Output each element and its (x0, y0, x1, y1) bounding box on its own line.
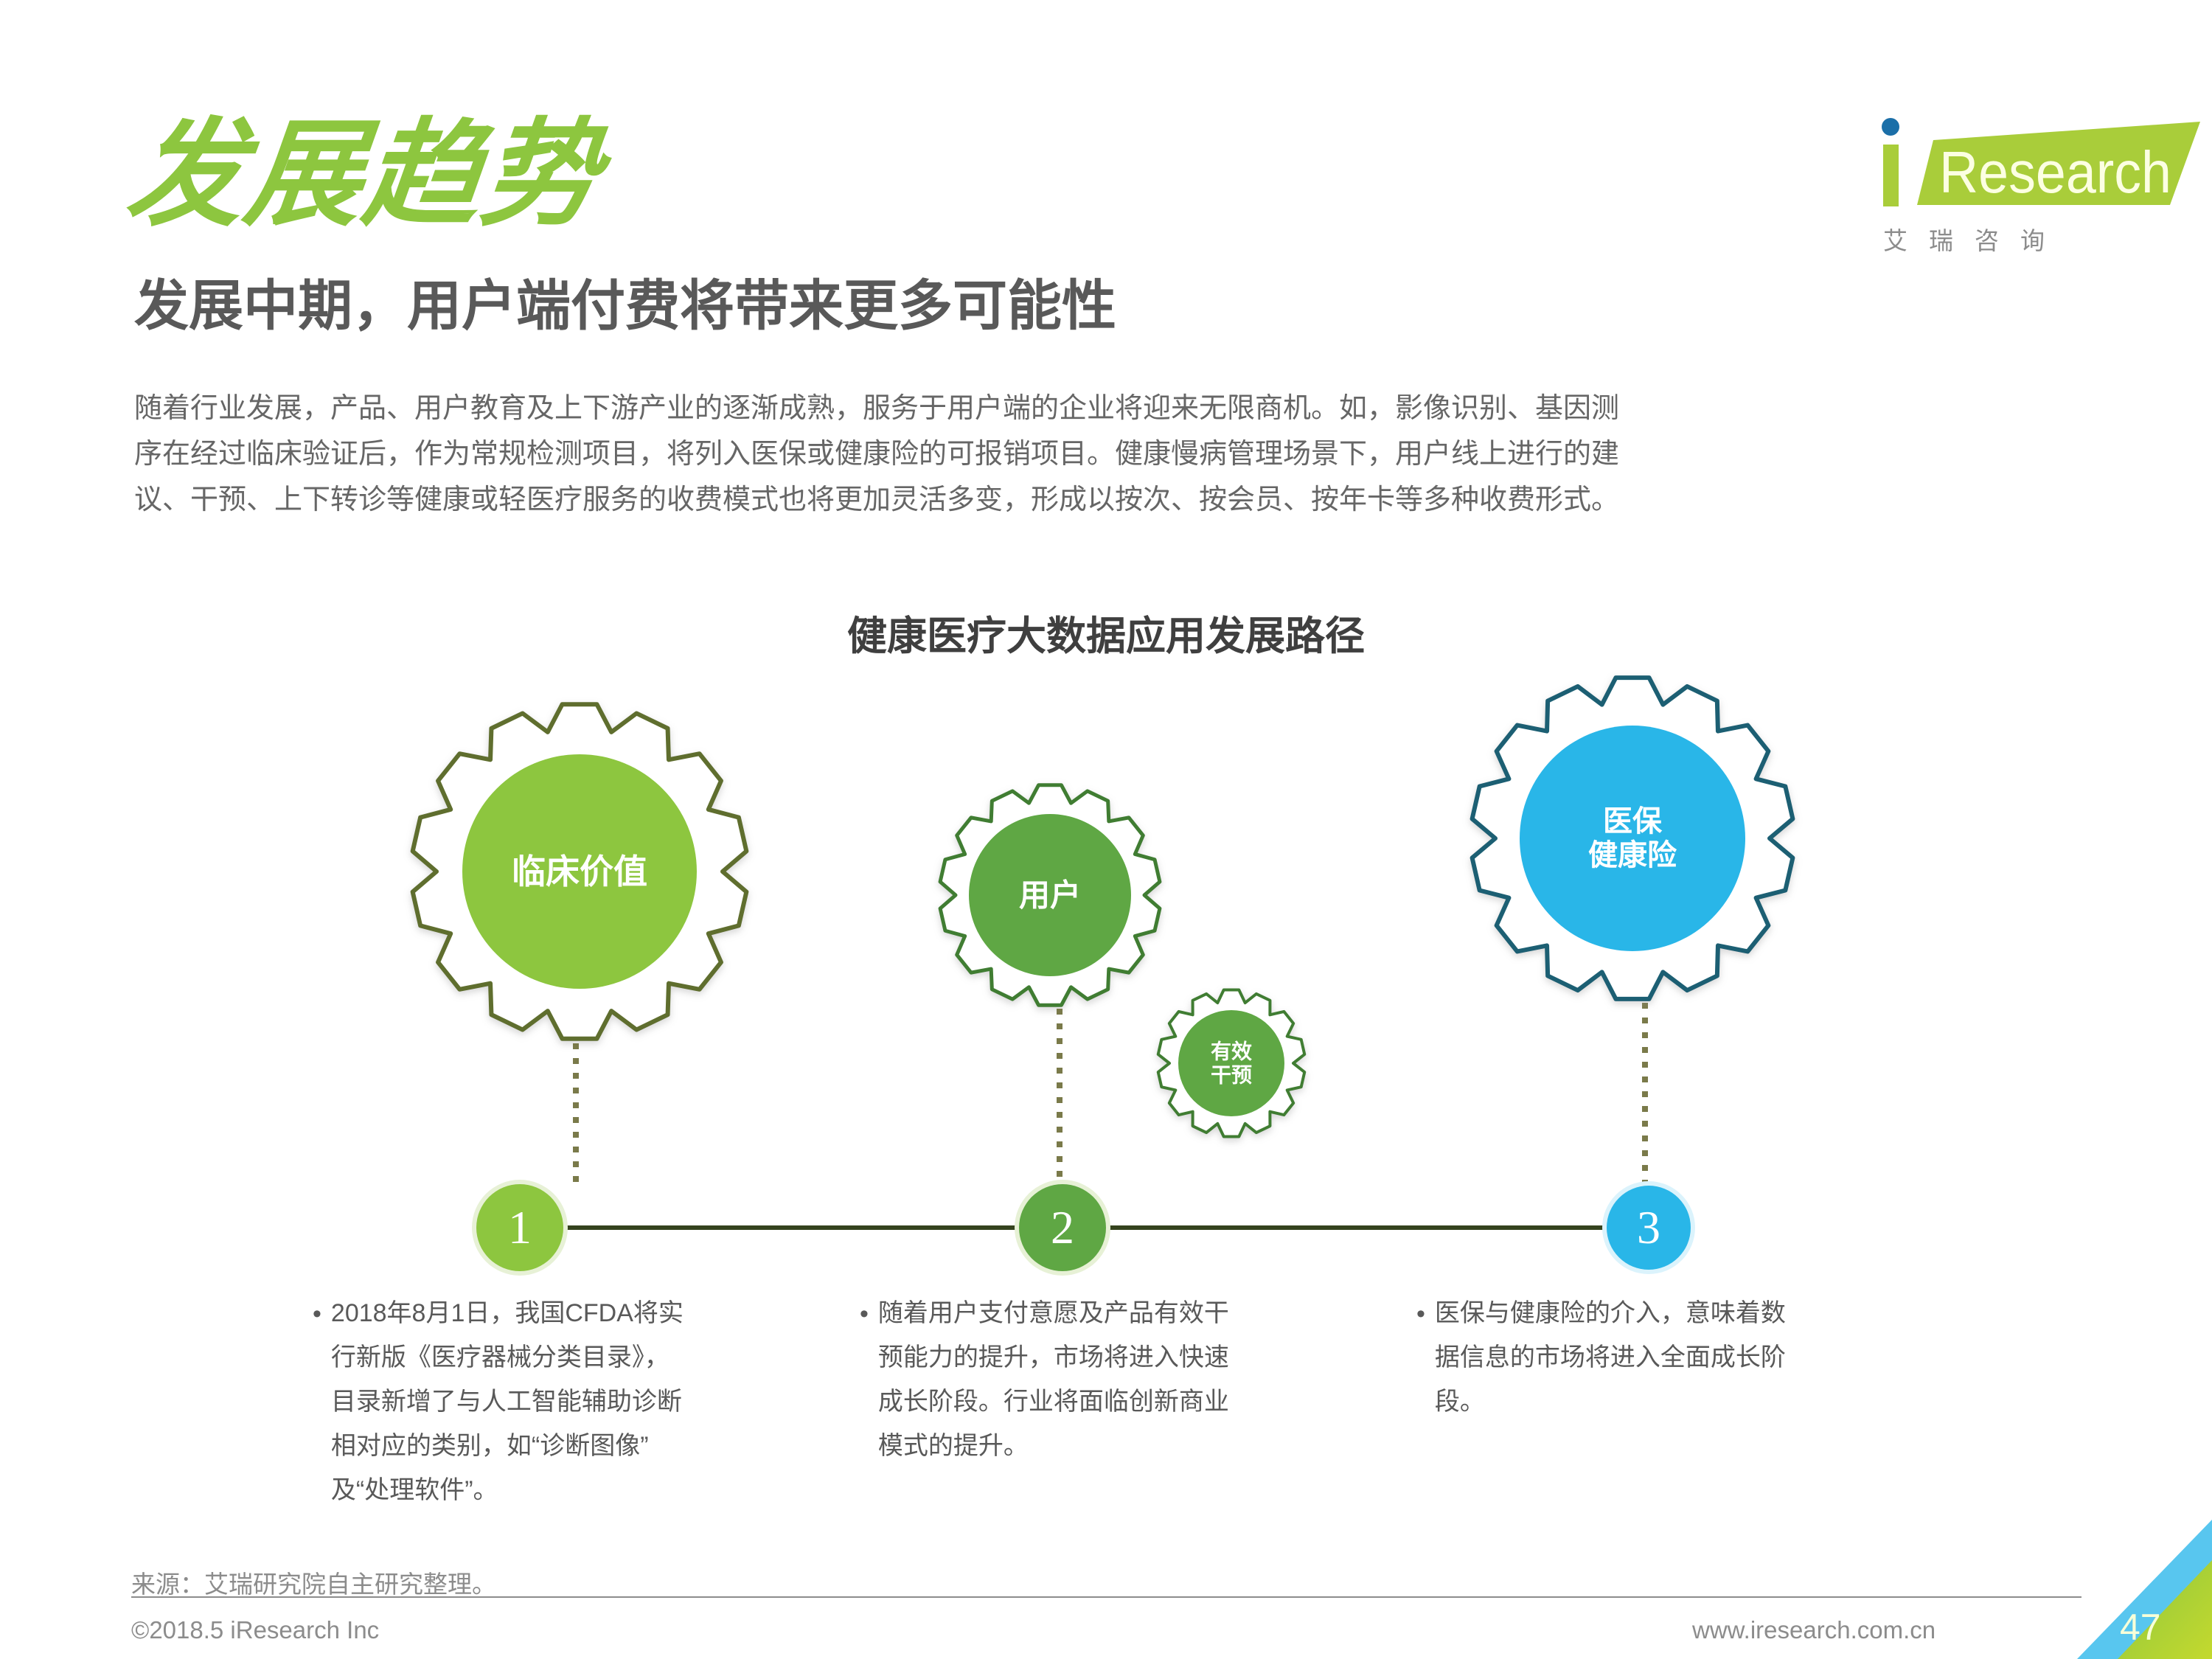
svg-text:健康险: 健康险 (1588, 839, 1677, 872)
svg-text:医保: 医保 (1603, 805, 1663, 838)
